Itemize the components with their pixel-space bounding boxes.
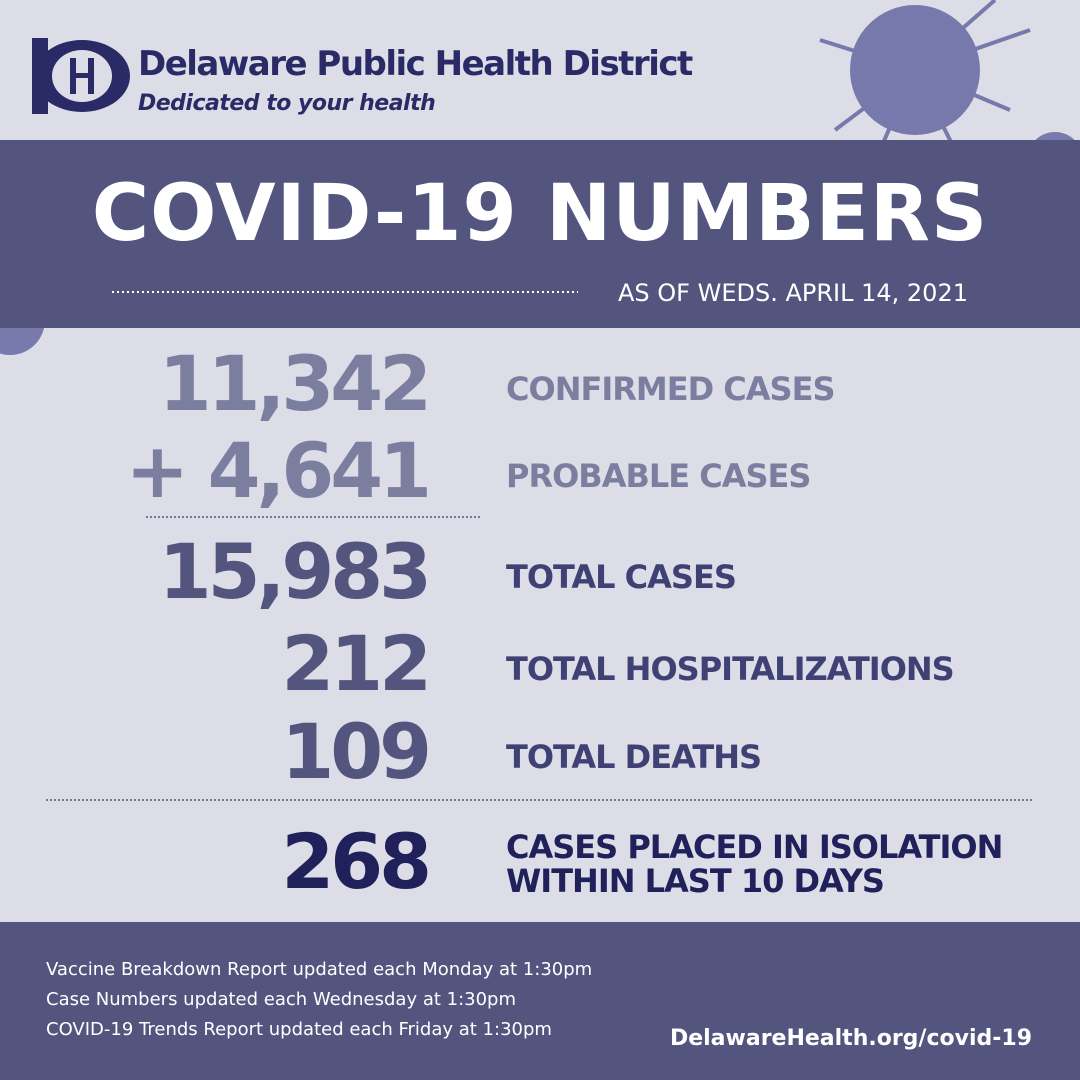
- isolation-number: 268: [281, 817, 428, 906]
- stat-number: 212: [281, 619, 428, 708]
- banner-date: AS OF WEDS. APRIL 14, 2021: [618, 279, 968, 307]
- stat-label: TOTAL HOSPITALIZATIONS: [506, 650, 954, 688]
- footer-note: COVID-19 Trends Report updated each Frid…: [46, 1019, 552, 1040]
- stat-label: TOTAL CASES: [506, 558, 736, 596]
- logo: [32, 38, 130, 114]
- isolation-label: WITHIN LAST 10 DAYS: [506, 862, 884, 900]
- isolation-label: CASES PLACED IN ISOLATION: [506, 828, 1002, 866]
- footer-note: Case Numbers updated each Wednesday at 1…: [46, 989, 516, 1010]
- banner: [0, 140, 1080, 328]
- stat-number: 109: [281, 707, 428, 796]
- tagline: Dedicated to your health: [138, 91, 435, 116]
- banner-title: COVID-19 NUMBERS: [92, 169, 988, 259]
- stat-label: PROBABLE CASES: [506, 457, 810, 495]
- organization-name: Delaware Public Health District: [138, 44, 693, 84]
- stat-number: 11,342: [159, 339, 428, 428]
- footer-url[interactable]: DelawareHealth.org/covid-19: [670, 1026, 1032, 1051]
- footer-note: Vaccine Breakdown Report updated each Mo…: [46, 959, 592, 980]
- footer: [0, 922, 1080, 1080]
- stat-number: 15,983: [159, 527, 428, 616]
- stats: 11,342 CONFIRMED CASES + 4,641 PROBABLE CAS…: [125, 339, 954, 796]
- stat-label: TOTAL DEATHS: [506, 738, 761, 776]
- stat-label: CONFIRMED CASES: [506, 370, 834, 408]
- stat-number: + 4,641: [125, 426, 428, 515]
